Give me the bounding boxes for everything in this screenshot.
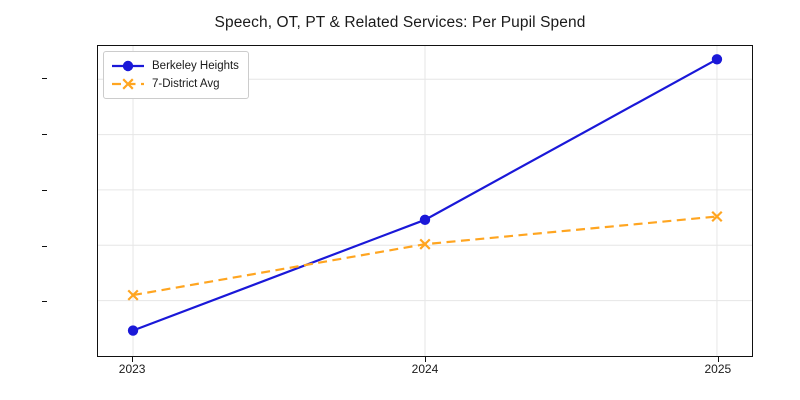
legend-label: Berkeley Heights <box>152 60 239 72</box>
legend-item-2[interactable]: 7-District Avg <box>111 75 239 93</box>
chart-legend: Berkeley Heights 7-District Avg <box>103 51 249 99</box>
y-tick-mark <box>42 301 47 303</box>
x-tick-mark <box>132 357 134 362</box>
y-tick-mark <box>42 134 47 136</box>
legend-item-1[interactable]: Berkeley Heights <box>111 57 239 75</box>
legend-label: 7-District Avg <box>152 78 220 90</box>
x-tick-label: 2023 <box>118 362 146 376</box>
x-tick-mark <box>425 357 426 362</box>
legend-swatch-circle <box>112 60 144 72</box>
plot-area <box>97 45 753 357</box>
series-1 <box>127 54 723 336</box>
x-tick-label: 2025 <box>704 362 732 376</box>
series-2 <box>127 210 723 301</box>
y-tick-mark <box>42 189 47 191</box>
x-tick-mark <box>717 357 719 362</box>
y-tick-mark <box>42 78 47 80</box>
x-tick-label: 2024 <box>411 362 439 376</box>
data-series-layer <box>127 54 723 336</box>
legend-swatch-x <box>112 78 144 90</box>
chart-title: Speech, OT, PT & Related Services: Per P… <box>214 14 586 31</box>
y-tick-mark <box>42 245 47 247</box>
